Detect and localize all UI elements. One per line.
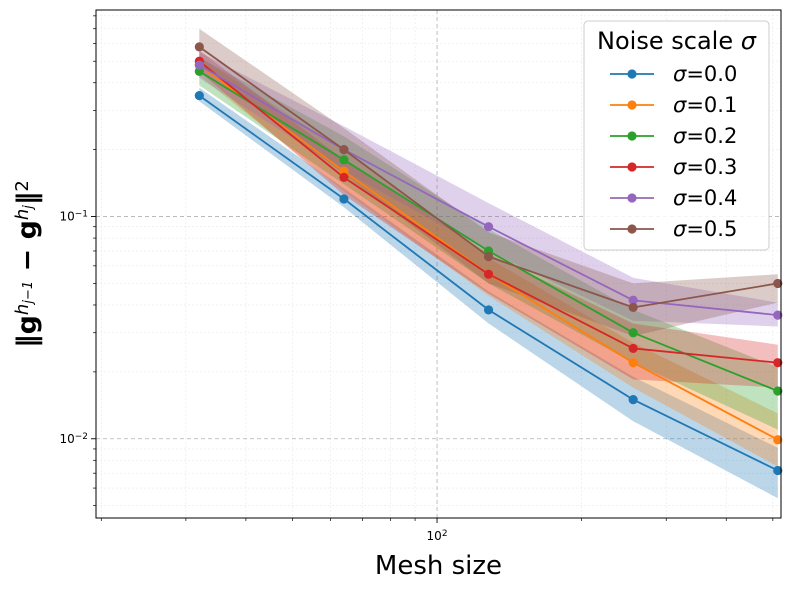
marker-series-2-point-3 [628,328,638,338]
legend-item-2: σ=0.2 [610,124,737,148]
marker-series-5-point-0 [194,42,204,52]
legend-item-4: σ=0.4 [610,186,737,210]
y-tick-label: 10−1 [59,209,88,223]
y-tick-label-base: 10 [59,210,74,224]
y-title-open: ‖g [12,315,43,348]
marker-series-5-point-2 [483,252,494,262]
band-series-4 [199,52,778,327]
legend-marker-5 [627,224,637,234]
legend-label-value-5: =0.5 [686,217,737,241]
y-title-sub2: j [21,205,36,211]
y-axis-title: ‖ghj−1 − ghj‖2 [12,180,43,348]
legend: Noise scale σ σ=0.0σ=0.1σ=0.2σ=0.3σ=0.4σ… [583,20,770,251]
marker-series-0-point-3 [628,395,638,405]
y-title-sup2: h [12,209,33,220]
marker-series-0-point-4 [773,465,783,476]
marker-series-3-point-2 [483,269,494,279]
marker-series-3-point-4 [773,358,783,368]
x-tick-label-exponent: 2 [442,529,448,539]
legend-label-5: σ=0.5 [673,217,737,241]
y-tick-label-exponent: −2 [75,432,88,442]
marker-series-5-point-3 [628,302,638,313]
y-title-power: 2 [12,180,33,191]
marker-series-1-point-4 [773,435,783,445]
y-tick-label: 10−2 [59,432,88,446]
legend-label-symbol-3: σ [673,155,687,179]
legend-title-text: Noise scale [597,27,741,55]
marker-series-5-point-4 [773,278,783,289]
legend-label-symbol-4: σ [673,186,687,210]
legend-label-symbol-5: σ [673,217,687,241]
y-title-minus: − g [12,220,43,281]
y-title-sub1: j−1 [21,281,36,306]
legend-label-0: σ=0.0 [673,62,737,86]
legend-label-symbol-2: σ [673,124,687,148]
marker-series-4-point-2 [483,222,494,232]
legend-label-symbol-0: σ [673,62,687,86]
x-axis-title: Mesh size [375,551,502,581]
legend-title-symbol: σ [741,27,757,55]
legend-label-4: σ=0.4 [673,186,737,210]
legend-item-5: σ=0.5 [610,217,737,241]
legend-label-3: σ=0.3 [673,155,737,179]
marker-series-4-point-3 [628,295,638,305]
legend-label-symbol-1: σ [673,93,687,117]
x-tick-label: 102 [427,529,448,543]
legend-label-value-4: =0.4 [686,186,737,210]
legend-item-0: σ=0.0 [610,62,737,86]
marker-series-0-point-2 [483,305,494,315]
marker-series-4-point-0 [194,60,204,70]
marker-series-3-point-1 [339,172,349,183]
legend-label-2: σ=0.2 [673,124,737,148]
marker-series-0-point-1 [339,194,349,204]
marker-series-2-point-1 [339,155,349,165]
marker-series-3-point-3 [628,343,638,354]
legend-marker-1 [627,100,637,110]
legend-item-3: σ=0.3 [610,155,737,179]
legend-marker-3 [627,162,637,172]
y-title-sup1: h [12,304,33,315]
legend-label-value-2: =0.2 [686,124,737,148]
band-series-3 [199,50,778,388]
legend-label-1: σ=0.1 [673,93,737,117]
legend-label-value-0: =0.0 [686,62,737,86]
legend-items: σ=0.0σ=0.1σ=0.2σ=0.3σ=0.4σ=0.5 [610,62,737,241]
y-tick-label-base: 10 [59,432,74,446]
legend-label-value-3: =0.3 [686,155,737,179]
marker-series-0-point-0 [194,91,204,101]
legend-marker-0 [627,69,637,79]
legend-marker-4 [627,193,637,203]
marker-series-2-point-4 [773,386,783,396]
marker-series-5-point-1 [339,145,349,155]
marker-series-4-point-4 [773,310,783,320]
marker-series-1-point-3 [628,358,638,368]
legend-item-1: σ=0.1 [610,93,737,117]
plot-frame [95,9,782,519]
y-tick-label-exponent: −1 [75,209,88,219]
y-title-close: ‖ [12,192,43,206]
legend-marker-2 [627,131,637,141]
series-markers [194,42,783,476]
legend-label-value-1: =0.1 [686,93,737,117]
legend-title: Noise scale σ [597,27,757,55]
x-tick-label-base: 10 [427,529,442,543]
